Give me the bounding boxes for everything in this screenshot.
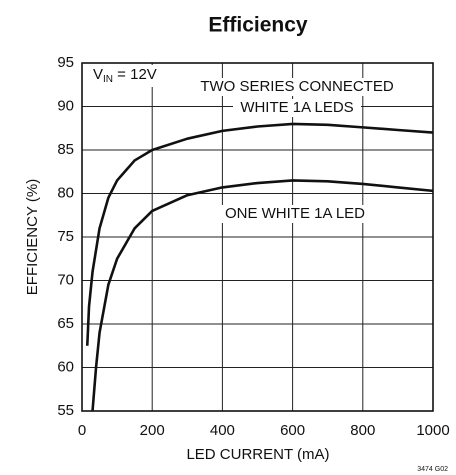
label-background — [88, 65, 166, 87]
annotation-part: V — [93, 66, 103, 83]
y-axis-label: EFFICIENCY (%) — [24, 179, 41, 295]
annotation: WHITE 1A LEDS — [240, 99, 353, 116]
y-tick-label: 95 — [57, 54, 74, 71]
line-series — [85, 122, 434, 346]
y-tick-label: 70 — [57, 271, 74, 288]
x-tick-label: 400 — [210, 422, 235, 439]
y-tick-label: 55 — [57, 402, 74, 419]
chart-title: Efficiency — [208, 14, 308, 37]
y-tick-label: 65 — [57, 315, 74, 332]
y-tick-label: 85 — [57, 141, 74, 158]
annotation: VIN = 12V — [93, 66, 157, 85]
annotation: TWO SERIES CONNECTED — [200, 78, 394, 95]
x-tick-label: 800 — [350, 422, 375, 439]
x-axis-label: LED CURRENT (mA) — [186, 446, 329, 463]
label-background — [233, 99, 361, 117]
figure-id: 3474 G02 — [417, 466, 448, 473]
line-series — [91, 179, 434, 412]
x-tick-label: 600 — [280, 422, 305, 439]
y-tick-label: 60 — [57, 358, 74, 375]
label-background — [215, 205, 375, 223]
y-tick-label: 90 — [57, 97, 74, 114]
x-tick-label: 200 — [140, 422, 165, 439]
y-tick-label: 80 — [57, 184, 74, 201]
annotation-part: IN — [103, 74, 113, 85]
y-tick-label: 75 — [57, 228, 74, 245]
x-tick-label: 0 — [78, 422, 86, 439]
x-tick-label: 1000 — [416, 422, 449, 439]
annotation: ONE WHITE 1A LED — [225, 205, 365, 222]
label-background — [199, 78, 395, 96]
plot-frame — [81, 62, 434, 412]
annotation-part: = 12V — [113, 66, 157, 83]
